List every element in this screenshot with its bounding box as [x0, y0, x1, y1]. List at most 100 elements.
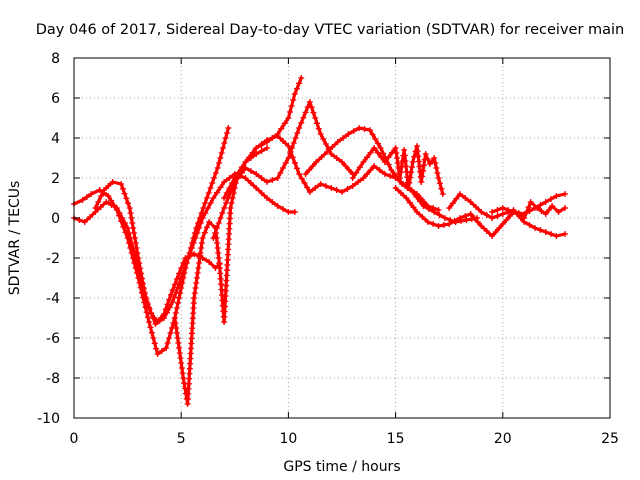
data-point-marker: [430, 221, 437, 227]
data-point-marker: [176, 295, 183, 301]
data-point-marker: [176, 345, 183, 351]
data-point-marker: [247, 168, 254, 174]
data-point-marker: [189, 315, 196, 322]
y-tick-label: -4: [46, 291, 60, 307]
data-point-marker: [378, 154, 385, 161]
data-point-marker: [216, 265, 223, 271]
data-point-marker: [339, 159, 345, 165]
data-point-marker: [293, 165, 300, 172]
data-point-marker: [213, 189, 220, 196]
data-point-marker: [553, 233, 560, 239]
data-point-marker: [296, 125, 303, 131]
data-point-marker: [172, 320, 179, 326]
data-point-marker: [300, 114, 307, 121]
data-point-marker: [198, 210, 205, 216]
data-point-marker: [105, 193, 112, 199]
data-point-marker: [414, 209, 421, 215]
data-point-marker: [207, 185, 214, 191]
data-point-marker: [274, 175, 281, 181]
data-point-marker: [131, 235, 138, 241]
data-series: [71, 75, 568, 407]
data-point-marker: [184, 401, 191, 407]
data-point-marker: [196, 255, 203, 261]
data-point-marker: [185, 385, 192, 392]
data-point-marker: [167, 291, 174, 298]
data-point-marker: [342, 163, 349, 169]
data-point-marker: [274, 203, 281, 209]
data-point-marker: [127, 245, 134, 251]
data-point-marker: [83, 194, 90, 200]
data-point-marker: [285, 143, 292, 149]
data-point-marker: [312, 115, 319, 121]
data-point-marker: [116, 212, 123, 219]
data-point-marker: [180, 375, 187, 381]
data-point-marker: [258, 190, 265, 196]
data-point-marker: [435, 175, 442, 181]
data-point-marker: [355, 179, 362, 185]
data-point-marker: [269, 177, 276, 183]
data-point-marker: [217, 184, 224, 191]
data-point-marker: [435, 223, 442, 229]
data-point-marker: [372, 136, 379, 142]
data-point-marker: [313, 120, 320, 127]
data-point-marker: [249, 149, 256, 156]
data-point-marker: [499, 221, 506, 227]
data-point-marker: [395, 165, 402, 171]
data-point-marker: [391, 171, 398, 178]
data-point-marker: [221, 140, 228, 146]
data-point-marker: [79, 197, 86, 203]
data-point-marker: [164, 301, 171, 308]
data-point-marker: [148, 329, 155, 336]
data-point-marker: [191, 230, 198, 236]
data-point-marker: [221, 195, 228, 201]
data-point-marker: [419, 214, 426, 220]
data-point-marker: [144, 301, 151, 307]
data-point-marker: [258, 141, 265, 147]
data-point-marker: [451, 218, 458, 224]
data-point-marker: [189, 325, 196, 332]
data-point-marker: [290, 97, 297, 103]
data-point-marker: [431, 155, 438, 161]
data-point-marker: [118, 181, 125, 187]
data-point-marker: [281, 120, 288, 127]
data-point-marker: [127, 210, 134, 216]
data-point-marker: [364, 154, 371, 161]
data-point-marker: [221, 319, 228, 325]
data-point-marker: [407, 174, 414, 181]
data-point-marker: [446, 205, 453, 211]
data-point-marker: [418, 179, 425, 185]
data-point-marker: [187, 360, 194, 367]
data-point-marker: [346, 167, 353, 173]
data-point-marker: [503, 217, 510, 223]
data-point-marker: [194, 270, 201, 276]
data-point-marker: [415, 153, 422, 160]
data-point-marker: [374, 140, 381, 147]
data-point-marker: [356, 164, 363, 171]
data-point-marker: [222, 298, 229, 305]
data-point-marker: [453, 195, 460, 202]
data-point-marker: [220, 145, 227, 151]
data-point-marker: [181, 270, 188, 276]
data-point-marker: [105, 183, 112, 189]
data-point-marker: [166, 296, 173, 303]
data-point-marker: [371, 145, 378, 151]
data-point-marker: [360, 159, 367, 165]
data-point-marker: [178, 285, 185, 291]
data-point-marker: [278, 125, 285, 132]
data-point-marker: [298, 119, 305, 126]
data-point-marker: [175, 340, 182, 346]
data-point-marker: [190, 305, 197, 312]
data-point-marker: [224, 130, 231, 136]
data-point-marker: [226, 230, 233, 237]
data-point-marker: [171, 315, 178, 321]
data-point-marker: [111, 202, 118, 209]
data-point-marker: [136, 260, 143, 267]
data-point-marker: [178, 360, 185, 366]
data-point-marker: [193, 275, 200, 281]
data-point-marker: [538, 208, 545, 214]
data-point-marker: [506, 213, 513, 219]
data-point-marker: [158, 348, 165, 354]
data-point-marker: [133, 245, 140, 251]
data-point-marker: [151, 340, 158, 347]
